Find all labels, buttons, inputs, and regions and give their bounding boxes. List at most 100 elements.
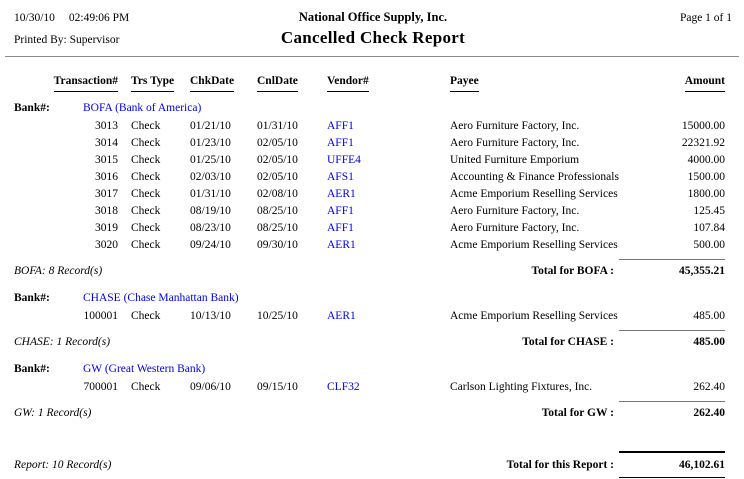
transaction-number: 3013 bbox=[95, 120, 118, 132]
table-row: 700001 Check 09/06/10 09/15/10 CLF32 Car… bbox=[0, 379, 744, 396]
total-amount: 485.00 bbox=[619, 330, 725, 352]
trs-type-cell: Check bbox=[131, 205, 161, 217]
amount-cell: 4000.00 bbox=[687, 154, 725, 166]
chk-date-cell: 01/31/10 bbox=[190, 188, 231, 200]
bank-header-chase: Bank#: CHASE (Chase Manhattan Bank) bbox=[0, 288, 744, 308]
column-header-amount: Amount bbox=[619, 73, 725, 92]
payee-cell: Aero Furniture Factory, Inc. bbox=[450, 205, 580, 217]
payee-cell: Aero Furniture Factory, Inc. bbox=[450, 120, 580, 132]
page-header-row-1: 10/30/10 02:49:06 PM National Office Supp… bbox=[0, 8, 744, 27]
payee-cell: Accounting & Finance Professionals bbox=[450, 171, 619, 183]
bank-name-link[interactable]: CHASE (Chase Manhattan Bank) bbox=[83, 292, 239, 304]
bank-header-bofa: Bank#: BOFA (Bank of America) bbox=[0, 98, 744, 118]
vendor-link[interactable]: AFF1 bbox=[327, 137, 354, 149]
vendor-link[interactable]: AFF1 bbox=[327, 120, 354, 132]
vendor-link[interactable]: AFF1 bbox=[327, 222, 354, 234]
payee-cell: Aero Furniture Factory, Inc. bbox=[450, 222, 580, 234]
transaction-number: 3020 bbox=[95, 239, 118, 251]
vendor-link[interactable]: UFFE4 bbox=[327, 154, 361, 166]
trs-type-cell: Check bbox=[131, 239, 161, 251]
table-row: 3015 Check 01/25/10 02/05/10 UFFE4 Unite… bbox=[0, 152, 744, 169]
chk-date-cell: 01/21/10 bbox=[190, 120, 231, 132]
amount-cell: 1800.00 bbox=[687, 188, 725, 200]
bank-label: Bank#: bbox=[14, 292, 50, 304]
payee-cell: Aero Furniture Factory, Inc. bbox=[450, 137, 580, 149]
bank-label: Bank#: bbox=[14, 102, 50, 114]
report-time: 02:49:06 PM bbox=[68, 12, 130, 24]
cnl-date-cell: 08/25/10 bbox=[257, 222, 298, 234]
bank-name-link[interactable]: BOFA (Bank of America) bbox=[83, 102, 202, 114]
report-summary: Report: 10 Record(s) Total for this Repo… bbox=[0, 451, 744, 479]
trs-type-cell: Check bbox=[131, 222, 161, 234]
column-header-transaction: Transaction# bbox=[14, 73, 122, 92]
amount-cell: 1500.00 bbox=[687, 171, 725, 183]
cnl-date-cell: 08/25/10 bbox=[257, 205, 298, 217]
table-row: 3016 Check 02/03/10 02/05/10 AFS1 Accoun… bbox=[0, 169, 744, 186]
amount-cell: 15000.00 bbox=[681, 120, 725, 132]
cnl-date-cell: 10/25/10 bbox=[257, 310, 298, 322]
vendor-link[interactable]: AFS1 bbox=[327, 171, 354, 183]
chk-date-cell: 10/13/10 bbox=[190, 310, 231, 322]
total-label: Total for GW : bbox=[541, 407, 614, 419]
column-header-chk-date: ChkDate bbox=[190, 73, 257, 92]
page-header-row-2: Printed By: Supervisor Cancelled Check R… bbox=[0, 27, 744, 51]
cnl-date-cell: 02/08/10 bbox=[257, 188, 298, 200]
section-summary-chase: CHASE: 1 Record(s) Total for CHASE : 485… bbox=[0, 330, 744, 352]
payee-cell: Carlson Lighting Fixtures, Inc. bbox=[450, 381, 593, 393]
page-indicator: Page 1 of 1 bbox=[679, 12, 732, 24]
table-row: 3014 Check 01/23/10 02/05/10 AFF1 Aero F… bbox=[0, 135, 744, 152]
vendor-link[interactable]: AFF1 bbox=[327, 205, 354, 217]
vendor-link[interactable]: CLF32 bbox=[327, 381, 360, 393]
amount-cell: 485.00 bbox=[693, 310, 725, 322]
grand-total-label: Total for this Report : bbox=[506, 459, 614, 471]
vendor-link[interactable]: AER1 bbox=[327, 310, 356, 322]
chk-date-cell: 08/19/10 bbox=[190, 205, 231, 217]
total-label: Total for CHASE : bbox=[522, 336, 614, 348]
column-header-trs-type: Trs Type bbox=[122, 73, 190, 92]
trs-type-cell: Check bbox=[131, 188, 161, 200]
section-summary-gw: GW: 1 Record(s) Total for GW : 262.40 bbox=[0, 401, 744, 423]
trs-type-cell: Check bbox=[131, 381, 161, 393]
grand-total-amount: 46,102.61 bbox=[619, 451, 725, 479]
payee-cell: Acme Emporium Reselling Services bbox=[450, 239, 618, 251]
record-count: BOFA: 8 Record(s) bbox=[14, 265, 103, 277]
table-row: 3018 Check 08/19/10 08/25/10 AFF1 Aero F… bbox=[0, 203, 744, 220]
trs-type-cell: Check bbox=[131, 310, 161, 322]
column-header-row: Transaction# Trs Type ChkDate CnlDate Ve… bbox=[0, 73, 744, 92]
cnl-date-cell: 02/05/10 bbox=[257, 171, 298, 183]
vendor-link[interactable]: AER1 bbox=[327, 239, 356, 251]
transaction-number: 3017 bbox=[95, 188, 118, 200]
amount-cell: 500.00 bbox=[693, 239, 725, 251]
transaction-number: 3014 bbox=[95, 137, 118, 149]
transaction-number: 100001 bbox=[83, 310, 119, 322]
payee-cell: Acme Emporium Reselling Services bbox=[450, 310, 618, 322]
transaction-number: 3016 bbox=[95, 171, 118, 183]
vendor-link[interactable]: AER1 bbox=[327, 188, 356, 200]
chk-date-cell: 01/23/10 bbox=[190, 137, 231, 149]
bank-header-gw: Bank#: GW (Great Western Bank) bbox=[0, 359, 744, 379]
bank-name-link[interactable]: GW (Great Western Bank) bbox=[83, 363, 206, 375]
transaction-number: 3019 bbox=[95, 222, 118, 234]
table-row: 3020 Check 09/24/10 09/30/10 AER1 Acme E… bbox=[0, 237, 744, 254]
amount-cell: 262.40 bbox=[693, 381, 725, 393]
column-header-cnl-date: CnlDate bbox=[257, 73, 327, 92]
payee-cell: Acme Emporium Reselling Services bbox=[450, 188, 618, 200]
table-row: 3013 Check 01/21/10 01/31/10 AFF1 Aero F… bbox=[0, 118, 744, 135]
table-row: 3017 Check 01/31/10 02/08/10 AER1 Acme E… bbox=[0, 186, 744, 203]
amount-cell: 125.45 bbox=[693, 205, 725, 217]
report-date: 10/30/10 bbox=[14, 12, 55, 24]
total-label: Total for BOFA : bbox=[531, 265, 614, 277]
trs-type-cell: Check bbox=[131, 154, 161, 166]
record-count: GW: 1 Record(s) bbox=[14, 407, 92, 419]
trs-type-cell: Check bbox=[131, 137, 161, 149]
chk-date-cell: 09/06/10 bbox=[190, 381, 231, 393]
transaction-number: 3015 bbox=[95, 154, 118, 166]
total-amount: 45,355.21 bbox=[619, 259, 725, 281]
company-name: National Office Supply, Inc. bbox=[298, 10, 448, 24]
table-row: 100001 Check 10/13/10 10/25/10 AER1 Acme… bbox=[0, 308, 744, 325]
header-divider bbox=[5, 56, 739, 57]
cnl-date-cell: 02/05/10 bbox=[257, 154, 298, 166]
amount-cell: 107.84 bbox=[693, 222, 725, 234]
cnl-date-cell: 02/05/10 bbox=[257, 137, 298, 149]
